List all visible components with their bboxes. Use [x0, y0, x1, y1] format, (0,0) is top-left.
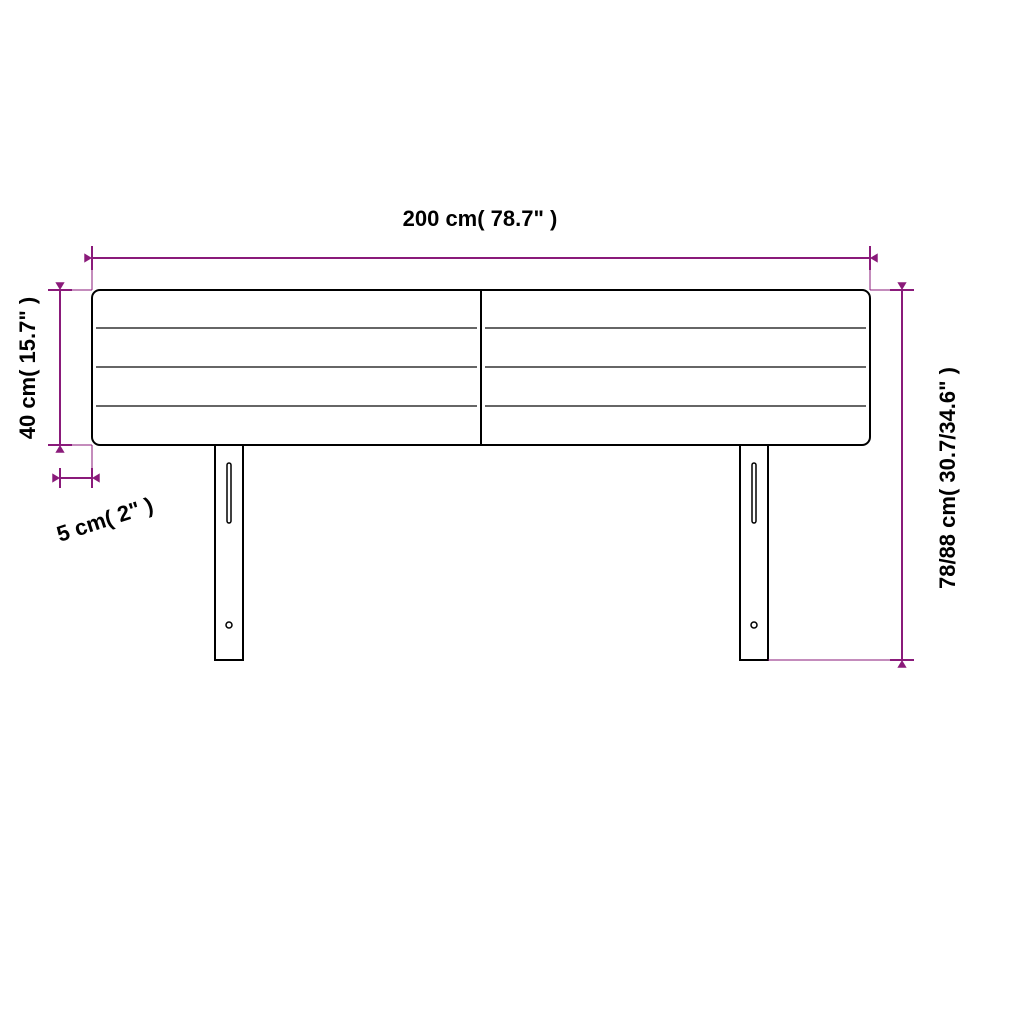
dim-total-label: 78/88 cm( 30.7/34.6" )	[935, 367, 961, 589]
dim-width-label: 200 cm( 78.7" )	[403, 206, 558, 232]
dim-height-label: 40 cm( 15.7" )	[15, 297, 41, 440]
